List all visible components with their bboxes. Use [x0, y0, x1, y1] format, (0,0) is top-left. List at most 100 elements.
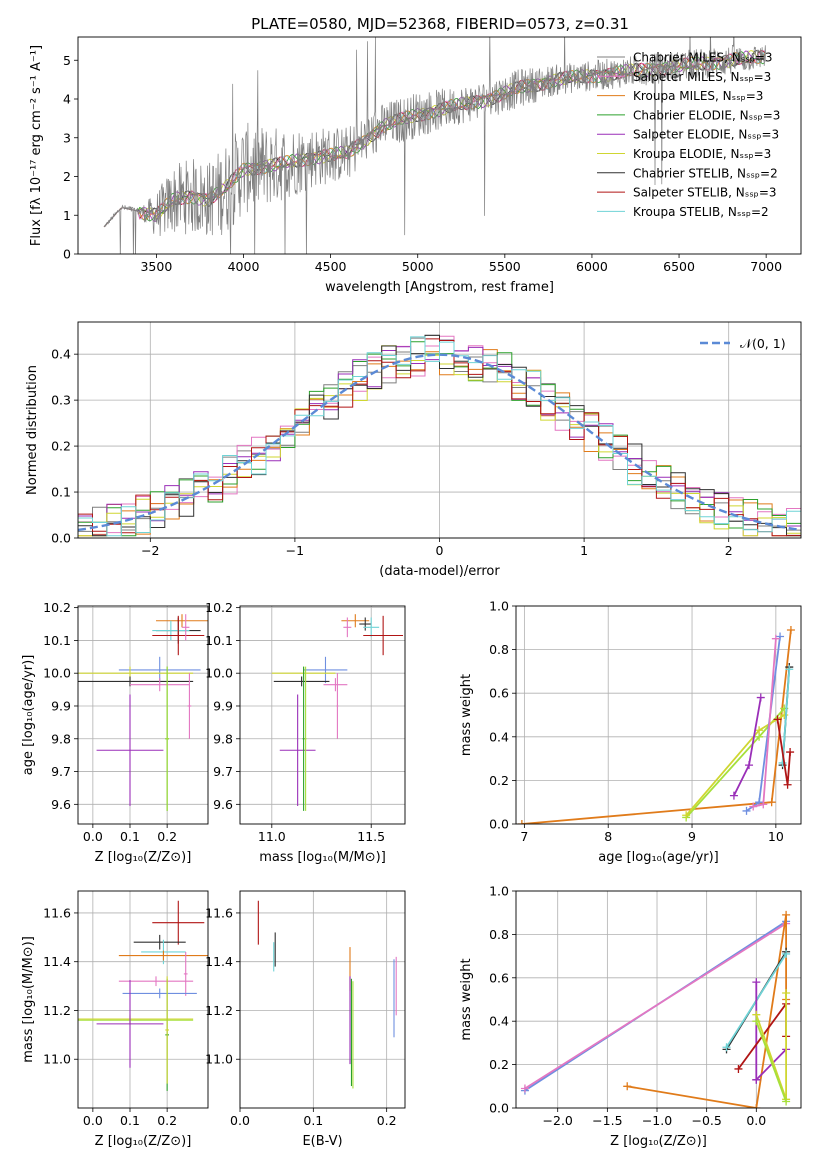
x-tick-label: 0.1 [303, 1113, 323, 1128]
y-axis-label: mass weight [459, 958, 474, 1040]
y-tick-label: 2 [63, 169, 71, 184]
mass-weight-line [524, 922, 787, 1090]
errorbar-point [303, 656, 348, 684]
plot-area [257, 900, 397, 1089]
y-tick-label: 0.2 [489, 773, 509, 788]
x-tick-label: 0.1 [120, 1113, 140, 1128]
errorbar-point [363, 617, 380, 638]
y-tick-label: 0.0 [489, 1101, 509, 1116]
y-tick-label: 9.9 [213, 698, 233, 713]
legend-label: 𝒩(0, 1) [740, 336, 786, 351]
x-tick-label: 0.1 [120, 829, 140, 844]
errorbar-point [152, 615, 205, 656]
x-tick-label: 4500 [315, 259, 347, 274]
mass-weight-marker [729, 791, 738, 800]
y-tick-label: 0.4 [489, 1014, 509, 1029]
x-tick-label: 0 [436, 543, 444, 558]
y-tick-label: 1 [63, 208, 71, 223]
y-tick-label: 0.0 [51, 531, 71, 546]
x-tick-label: 0.2 [157, 1113, 177, 1128]
y-tick-label: 9.6 [51, 797, 71, 812]
y-tick-label: 11.0 [43, 1052, 71, 1067]
errorbar-point [187, 673, 192, 739]
y-axis-label: Flux [fλ 10⁻¹⁷ erg cm⁻² s⁻¹ A⁻¹] [29, 45, 44, 246]
y-tick-label: 0 [63, 247, 71, 262]
axes-frame [515, 605, 802, 825]
x-tick-label: 10 [768, 829, 784, 844]
panels: 3500 4000 4500 5000 5500 6000 6500 7000 0 1 2 3 4 5 wa… [21, 36, 802, 1149]
mass-weight-marker [785, 665, 794, 674]
y-tick-label: 10.2 [43, 600, 71, 615]
x-tick-label: 2 [725, 543, 733, 558]
y-tick-label: 10.0 [205, 666, 233, 681]
x-tick-label: 0.0 [83, 829, 103, 844]
normal-curve [78, 353, 801, 532]
observed-spectrum-line [103, 37, 767, 254]
x-axis-label: Z [log₁₀(Z/Z⊙)] [95, 1134, 192, 1149]
axes-frame [77, 605, 209, 825]
mass-weight-marker [520, 1084, 529, 1093]
mass-weight-marker [773, 715, 782, 724]
errorbar-point [130, 678, 190, 692]
errorbar-point [182, 614, 190, 641]
mass-weight-marker [722, 1043, 731, 1052]
errorbar-point [273, 676, 330, 687]
mass-weight-marker [782, 988, 791, 997]
x-axis-label: Z [log₁₀(Z/Z⊙)] [95, 850, 192, 865]
errorbar-point [363, 615, 404, 656]
x-tick-label: −2 [141, 543, 159, 558]
y-tick-label: 3 [63, 130, 71, 145]
panel-age_vs_Z: 0.0 0.1 0.2 9.6 9.7 9.8 9.9 10.0 10.1 10.2 Z [log₁… [21, 600, 209, 865]
errorbar-point [152, 620, 190, 641]
panel-residuals: −2 −1 0 1 2 0.0 0.1 0.2 0.3 0.4 (data-model)/error… [25, 321, 802, 579]
y-tick-label: 0.8 [489, 927, 509, 942]
y-axis-label: mass [log₁₀(M/M⊙)] [21, 936, 36, 1063]
x-tick-label: −2.0 [543, 1113, 573, 1128]
y-tick-label: 11.4 [205, 954, 233, 969]
legend-label: Kroupa STELIB, Nₛₛₚ=2 [633, 205, 769, 219]
y-tick-label: 10.0 [43, 666, 71, 681]
errorbar-point [122, 988, 197, 999]
y-tick-label: 0.2 [51, 439, 71, 454]
mass-weight-marker [734, 1064, 743, 1073]
plot-area [78, 614, 208, 811]
mass-weight-marker [759, 800, 768, 809]
plot-area [78, 334, 801, 538]
panel-mass_weight_vs_age: 7 8 9 10 0.0 0.2 0.4 0.6 0.8 1.0 age [log₁₀(age/yr… [459, 599, 802, 865]
mass-weight-marker [783, 780, 792, 789]
x-tick-label: 0.0 [83, 1113, 103, 1128]
mass-weight-marker [752, 1017, 761, 1026]
mass-weight-marker [782, 949, 791, 958]
plot-area [520, 910, 791, 1108]
x-tick-label: 8 [604, 829, 612, 844]
y-tick-label: 11.2 [43, 1003, 71, 1018]
panel-spectrum: 3500 4000 4500 5000 5500 6000 6500 7000 0 1 2 3 4 5 wa… [29, 36, 802, 295]
x-tick-label: 6000 [576, 259, 608, 274]
errorbar-point [96, 694, 164, 806]
mass-weight-marker [776, 632, 785, 641]
mass-weight-marker [767, 798, 776, 807]
y-tick-label: 0.0 [489, 817, 509, 832]
axes-frame [77, 890, 209, 1109]
axes-frame [239, 605, 406, 825]
errorbar-point [118, 950, 208, 961]
errorbar-point [302, 666, 305, 811]
y-axis-label: Normed distribution [25, 365, 40, 495]
x-tick-label: 0.0 [230, 1113, 250, 1128]
y-tick-label: 11.6 [43, 905, 71, 920]
plot-area [103, 37, 767, 254]
errorbar-point [341, 614, 370, 628]
x-tick-label: 0.0 [746, 1113, 766, 1128]
mass-weight-line [755, 1048, 787, 1081]
mass-weight-marker [623, 1082, 632, 1091]
errorbar-point [152, 900, 205, 945]
x-tick-label: 0.2 [377, 1113, 397, 1128]
legend-label: Kroupa ELODIE, Nₛₛₚ=3 [633, 147, 771, 161]
errorbar-point [165, 976, 169, 1084]
x-tick-label: 6500 [663, 259, 695, 274]
y-tick-label: 0.4 [489, 729, 509, 744]
mass-weight-marker [752, 1075, 761, 1084]
mass-weight-marker [745, 761, 754, 770]
x-tick-label: −0.5 [691, 1113, 721, 1128]
